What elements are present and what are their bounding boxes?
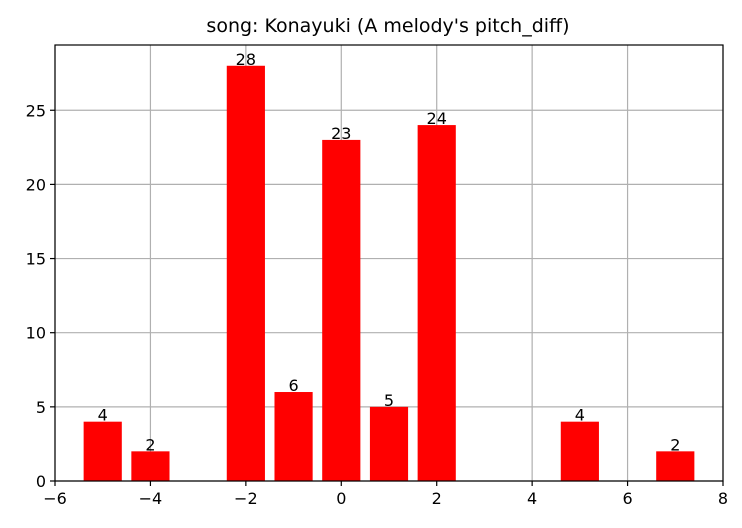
- y-tick-label: 25: [26, 101, 46, 120]
- bar-value-label: 4: [98, 406, 108, 425]
- y-tick-label: 5: [36, 398, 46, 417]
- x-tick-label: −6: [43, 489, 67, 508]
- x-tick-label: 0: [336, 489, 346, 508]
- bar-value-label: 28: [236, 50, 256, 69]
- y-axis-ticks: 0 5 10 15 20 25: [26, 101, 55, 491]
- y-tick-label: 15: [26, 250, 46, 269]
- y-tick-label: 10: [26, 324, 46, 343]
- x-tick-label: 4: [527, 489, 537, 508]
- x-tick-label: 8: [718, 489, 728, 508]
- y-tick-label: 20: [26, 175, 46, 194]
- x-tick-label: −4: [139, 489, 163, 508]
- bar: [274, 392, 313, 481]
- bar-value-label: 2: [670, 435, 680, 454]
- bars: [83, 65, 695, 481]
- bar: [369, 406, 409, 481]
- x-tick-label: 2: [432, 489, 442, 508]
- bar: [656, 451, 695, 481]
- bar-value-label: 6: [288, 376, 298, 395]
- bar-value-label: 4: [575, 406, 585, 425]
- bar: [83, 421, 122, 481]
- y-tick-label: 0: [36, 472, 46, 491]
- bar-value-label: 5: [384, 391, 394, 410]
- bar: [131, 451, 170, 481]
- x-tick-label: 6: [622, 489, 632, 508]
- bar: [560, 421, 599, 481]
- axes-frame: [54, 44, 724, 482]
- x-axis-ticks: −6 −4 −2 0 2 4 6 8: [43, 481, 728, 508]
- chart-title: song: Konayuki (A melody's pitch_diff): [206, 15, 569, 37]
- bar: [322, 139, 361, 481]
- bar-value-label: 24: [427, 109, 447, 128]
- x-tick-label: −2: [234, 489, 258, 508]
- bar-value-label: 23: [331, 124, 351, 143]
- bar: [226, 65, 265, 481]
- data-labels: 4 2 28 6 23 5 24 4 2: [98, 50, 681, 455]
- bar-value-label: 2: [145, 435, 155, 454]
- bar: [417, 125, 456, 481]
